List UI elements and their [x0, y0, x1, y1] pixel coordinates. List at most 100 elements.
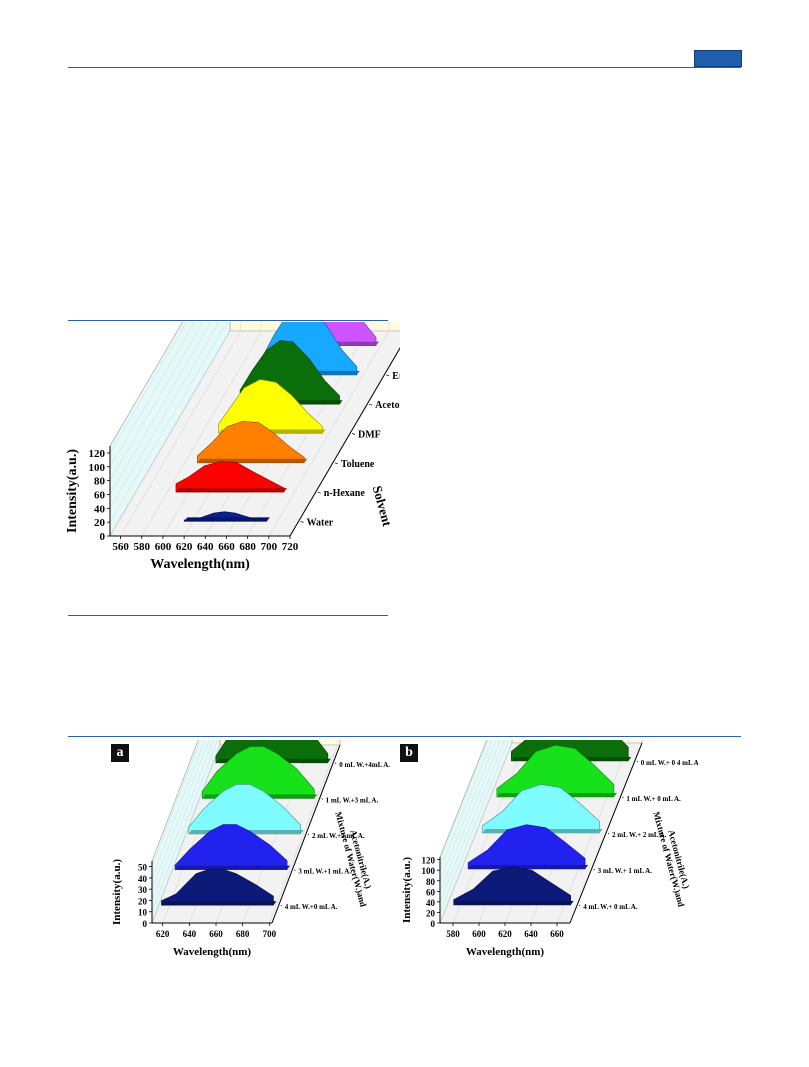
c0-y-tick-label: 40 [94, 503, 106, 515]
c1-z-label-0: 4 mL W.+0 mL A. [285, 903, 338, 911]
c1-x-tick-label: 680 [236, 929, 250, 939]
c0-floor-gridline [141, 330, 262, 537]
c0-x-tick-label: 580 [134, 541, 151, 553]
c1-z-label-2: 2 mL W.+2 mL A. [312, 832, 365, 840]
c0-x-tick-label: 720 [282, 541, 299, 553]
c0-z-label-1: n-Hexane [324, 488, 366, 499]
c2-z-tick [593, 868, 595, 871]
c2-x-tick-label: 640 [524, 929, 538, 939]
c2-y-axis-label: Intensity(a.u.) [401, 857, 413, 923]
c0-side-gridline [109, 322, 220, 509]
c2-z-tick [578, 904, 581, 907]
c2-side-gridline [439, 740, 510, 913]
c1-side-gridline [151, 740, 210, 890]
c0-side-gridline [109, 322, 228, 523]
c0-y-tick-label: 100 [89, 462, 106, 474]
c1-z-label-1: 3 mL W.+1 mL A. [298, 868, 351, 876]
c0-y-tick-label: 80 [94, 476, 106, 488]
c1-z-tick [321, 798, 323, 800]
c2-series-0 [453, 866, 571, 906]
c0-z-label-3: DMF [358, 430, 381, 441]
header-rule [68, 67, 741, 69]
c1-x-tick-label: 620 [156, 929, 170, 939]
c0-z-tick [300, 521, 304, 523]
c2-z-tick [636, 760, 639, 763]
c1-y-tick-label: 30 [138, 885, 148, 895]
c0-x-tick-label: 680 [239, 541, 256, 553]
c0-side-gridline [109, 322, 204, 481]
c0-z-label-2: Toluene [341, 459, 375, 470]
c2-series-3 [496, 744, 615, 798]
c0-x-axis-label: Wavelength(nm) [150, 557, 250, 572]
c1-z-tick [334, 762, 337, 765]
c1-y-tick-label: 20 [138, 896, 148, 906]
c0-z-tick [351, 433, 356, 435]
c0-y-axis-label: Intensity(a.u.) [65, 449, 80, 533]
c2-y-tick-label: 120 [422, 856, 436, 866]
c1-x-tick-label: 640 [183, 929, 197, 939]
c2-z-label-1: 3 mL W.+ 1 mL A. [598, 867, 653, 875]
c2-y-tick-label: 20 [426, 908, 436, 918]
c0-x-tick-label: 640 [197, 541, 214, 553]
c1-z-tick [307, 833, 310, 836]
c0-y-tick-label: 20 [94, 517, 106, 529]
c0-y-tick-label: 60 [94, 489, 106, 501]
c2-x-tick-label: 580 [446, 929, 460, 939]
c0-z-axis [289, 347, 400, 537]
c2-series-2 [482, 784, 600, 834]
c0-x-tick-label: 660 [218, 541, 235, 553]
c0-series-2-base [197, 458, 308, 463]
c1-z-tick [294, 869, 296, 871]
c1-series-2 [188, 784, 301, 835]
c0-side-gridline [109, 322, 196, 467]
c0-x-tick-label: 600 [155, 541, 172, 553]
c1-y-axis-label: Intensity(a.u.) [111, 859, 123, 925]
c2-y-tick-label: 60 [426, 887, 436, 897]
c0-x-tick-label: 560 [112, 541, 129, 553]
c2-side-gridline [439, 742, 513, 924]
c1-series-0-base [161, 901, 277, 906]
c1-z-axis [271, 744, 341, 924]
c1-z-label-3: 1 mL W.+3 mL A. [326, 796, 379, 804]
c1-side-gridline [151, 740, 214, 901]
c2-y-tick-label: 80 [426, 877, 436, 887]
c2-side-gridline [439, 740, 489, 860]
c1-side-gridline [151, 740, 201, 867]
c2-y-tick-label: 40 [426, 898, 436, 908]
c2-z-tick [607, 832, 610, 835]
c1-series-0 [161, 868, 274, 906]
c2-x-axis-label: Wavelength(nm) [466, 946, 545, 958]
c0-y-tick-label: 120 [89, 448, 106, 460]
c1-side-gridline [151, 744, 221, 924]
c0-z-tick [369, 403, 373, 406]
c0-z-label-5: Ethanol [392, 371, 400, 382]
c0-floor-gridline [120, 330, 241, 537]
c2-side-gridline [439, 740, 501, 892]
c1-y-tick-label: 10 [138, 908, 148, 918]
c2-z-label-4: 0 mL W.+ 0 4 mL A. [641, 759, 698, 767]
c0-side-gridline [109, 330, 231, 537]
c1-x-axis-label: Wavelength(nm) [173, 946, 252, 958]
c2-x-tick-label: 660 [550, 929, 564, 939]
c0-side-gridline [109, 322, 187, 454]
c0-z-label-4: Acetonitrile [375, 400, 400, 411]
c1-y-tick-label: 40 [138, 874, 148, 884]
c0-y-tick-label: 0 [100, 531, 106, 543]
c1-floor-gridline [269, 744, 338, 924]
figure1-bottom-rule [68, 615, 388, 617]
c2-x-tick-label: 600 [472, 929, 486, 939]
c2-side-gridline [439, 740, 497, 881]
c1-y-tick-label: 50 [138, 863, 148, 873]
c1-y-tick-label: 0 [143, 919, 148, 929]
figure2-top-rule [68, 736, 741, 738]
figure1-top-rule [68, 320, 388, 322]
c2-z-label-0: 4 mL W.+ 0 mL A. [583, 903, 638, 911]
c2-series-1-base [468, 865, 589, 869]
header-tab [694, 50, 742, 67]
mixture-chart-b: 0 mL W.+ 0 4 mL A. 1 mL W.+ 0 mL A. 2 mL W… [401, 740, 698, 958]
c1-series-3 [201, 746, 315, 799]
c2-side-gridline [439, 740, 506, 902]
c2-z-label-3: 1 mL W.+ 0 mL A. [626, 795, 681, 803]
c0-floor-gridline [268, 330, 390, 537]
c0-z-tick [317, 491, 321, 494]
